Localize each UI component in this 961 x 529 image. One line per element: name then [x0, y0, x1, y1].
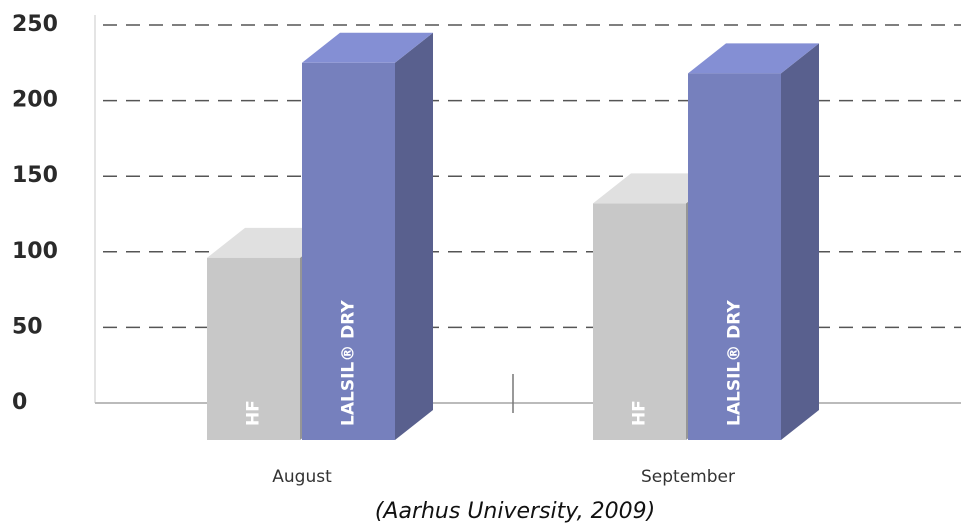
- y-tick-label: 100: [12, 239, 58, 264]
- caption: (Aarhus University, 2009): [375, 499, 655, 524]
- bar: [207, 257, 300, 440]
- bar: [688, 73, 781, 440]
- y-tick-label: 250: [12, 12, 58, 37]
- bar-label: HF: [630, 400, 650, 426]
- bar-side: [395, 32, 433, 441]
- x-tick-label: September: [641, 467, 735, 487]
- bar-label: HF: [244, 400, 264, 426]
- bar-label: LALSIL® DRY: [725, 300, 745, 426]
- y-tick-label: 50: [12, 314, 43, 339]
- bar: [302, 62, 395, 441]
- y-tick-label: 0: [12, 390, 27, 415]
- x-tick-label: August: [272, 467, 332, 487]
- y-tick-label: 150: [12, 163, 58, 188]
- bar-top: [688, 43, 819, 74]
- bar: [593, 203, 686, 440]
- bar-label: LALSIL® DRY: [339, 300, 359, 426]
- bar-side: [781, 43, 819, 440]
- y-tick-label: 200: [12, 88, 58, 113]
- bar-top: [302, 32, 433, 63]
